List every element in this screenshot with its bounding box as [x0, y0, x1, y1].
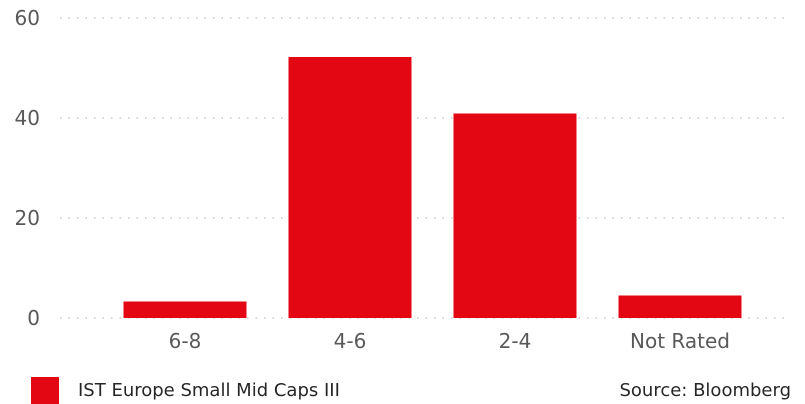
y-tick-label: 40 — [15, 106, 40, 130]
bar-not-rated — [618, 295, 742, 318]
x-tick-label: 4-6 — [334, 329, 367, 353]
legend: IST Europe Small Mid Caps III — [31, 377, 340, 404]
x-tick-label: 6-8 — [169, 329, 202, 353]
x-tick-label: 2-4 — [499, 329, 532, 353]
y-tick-label: 0 — [27, 306, 40, 330]
x-tick-label: Not Rated — [630, 329, 730, 353]
bars — [123, 57, 742, 318]
legend-label: IST Europe Small Mid Caps III — [78, 380, 340, 401]
source-note: Source: Bloomberg — [619, 380, 791, 401]
y-tick-label: 60 — [15, 6, 40, 30]
x-axis-ticks: 6-8 4-6 2-4 Not Rated — [169, 329, 730, 353]
legend-swatch — [31, 377, 59, 404]
bar-2-4 — [453, 113, 577, 318]
bar-6-8 — [123, 301, 247, 318]
gridlines — [60, 17, 790, 319]
y-tick-label: 20 — [15, 206, 40, 230]
y-axis-ticks: 0 20 40 60 — [15, 6, 40, 330]
bar-4-6 — [288, 57, 412, 318]
